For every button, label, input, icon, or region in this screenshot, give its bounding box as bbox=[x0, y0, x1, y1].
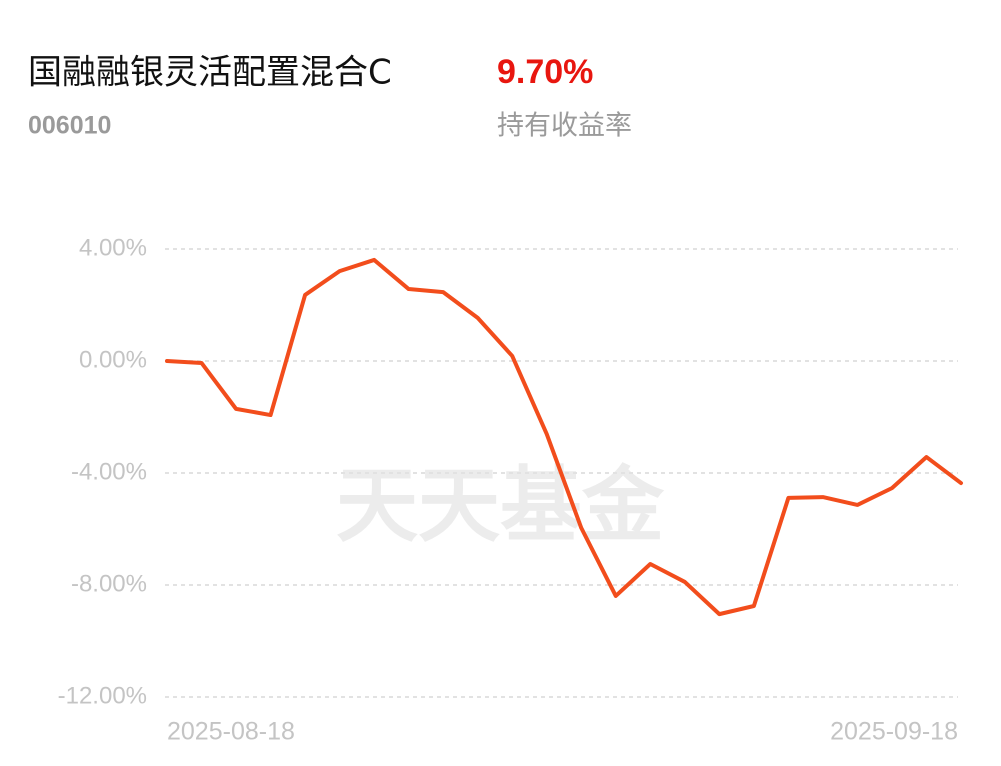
fund-title: 国融融银灵活配置混合C bbox=[28, 53, 392, 93]
return-value: 9.70% bbox=[497, 53, 593, 91]
y-tick-label: -12.00% bbox=[58, 682, 147, 709]
watermark: 天天基金 bbox=[336, 457, 665, 553]
y-tick-label: -4.00% bbox=[71, 458, 147, 485]
x-tick-label: 2025-09-18 bbox=[830, 718, 958, 746]
x-tick-label: 2025-08-18 bbox=[167, 718, 295, 746]
return-label: 持有收益率 bbox=[497, 111, 632, 142]
y-tick-label: 0.00% bbox=[79, 346, 147, 373]
y-tick-label: 4.00% bbox=[79, 234, 147, 261]
fund-code: 006010 bbox=[28, 112, 111, 140]
line-series bbox=[165, 257, 963, 617]
y-tick-label: -8.00% bbox=[71, 570, 147, 597]
